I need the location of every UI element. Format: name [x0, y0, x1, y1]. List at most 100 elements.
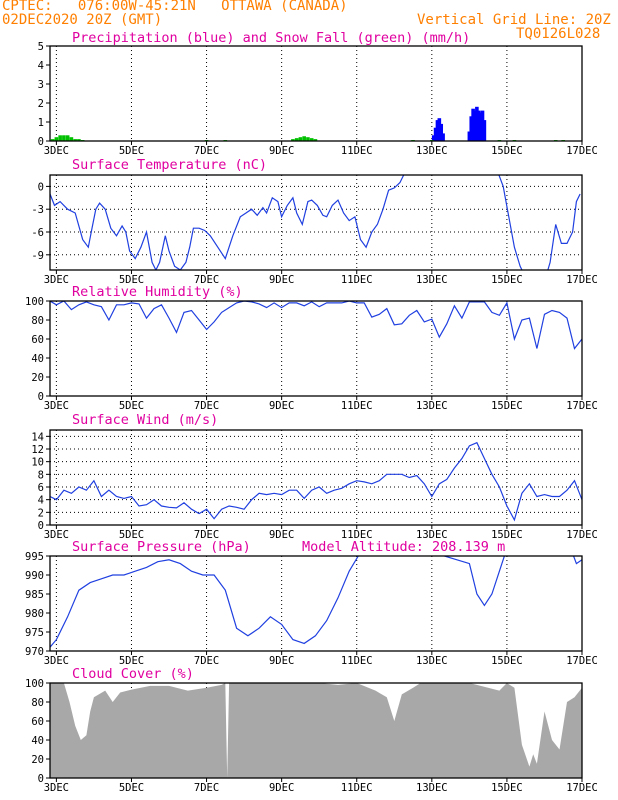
y-tick-label: 970: [25, 646, 44, 658]
y-tick-label: 3: [38, 79, 44, 91]
y-tick-label: 0: [38, 520, 44, 532]
x-tick-label: 9DEC: [269, 400, 294, 412]
x-tick-label: 3DEC: [44, 274, 69, 286]
y-tick-label: 5: [38, 41, 44, 53]
y-tick-label: 980: [25, 608, 44, 620]
plot-frame: [49, 174, 583, 271]
x-tick-label: 3DEC: [44, 529, 69, 541]
x-tick-label: 15DEC: [491, 529, 523, 541]
precip-bar: [435, 120, 440, 141]
precip-bar: [439, 123, 444, 141]
x-tick-label: 5DEC: [119, 655, 144, 667]
x-tick-label: 17DEC: [566, 655, 598, 667]
snow-bar: [294, 138, 299, 141]
y-tick-label: 60: [31, 716, 44, 728]
x-tick-label: 7DEC: [194, 400, 219, 412]
y-tick-label: 985: [25, 589, 44, 601]
x-tick-label: 15DEC: [491, 655, 523, 667]
cloud-panel: 0 20 40 60 80 100 3DEC 5DEC 7DEC 9DEC 11DEC 13DEC 15…: [25, 666, 598, 794]
x-tick-label: 5DEC: [119, 529, 144, 541]
plot-frame: [49, 555, 583, 652]
snow-bar: [58, 135, 62, 141]
y-tick-label: 12: [31, 444, 44, 456]
x-tick-label: 17DEC: [566, 400, 598, 412]
x-tick-label: 13DEC: [416, 400, 448, 412]
x-tick-label: 11DEC: [341, 529, 373, 541]
y-tick-label: 20: [31, 754, 44, 766]
y-tick-label: 6: [38, 482, 44, 494]
x-tick-label: 11DEC: [341, 655, 373, 667]
x-tick-label: 5DEC: [119, 400, 144, 412]
y-tick-label: 4: [38, 495, 44, 507]
x-tick-label: 7DEC: [194, 145, 219, 157]
wind-title: Surface Wind (m/s): [72, 412, 218, 428]
snow-bar: [313, 139, 318, 141]
y-tick-label: 2: [38, 98, 44, 110]
y-tick-label: 10: [31, 457, 44, 469]
x-tick-label: 9DEC: [269, 145, 294, 157]
snow-bar: [302, 136, 306, 141]
y-tick-label: 80: [31, 697, 44, 709]
precip-bar: [469, 116, 474, 141]
y-tick-label: 80: [31, 315, 44, 327]
snow-bar: [50, 139, 55, 141]
snow-bar: [298, 137, 303, 141]
x-tick-label: 5DEC: [119, 145, 144, 157]
cloud-title: Cloud Cover (%): [72, 666, 194, 682]
header-model-code: TQ0126L028: [516, 26, 601, 42]
snow-bar: [77, 139, 81, 141]
x-tick-label: 7DEC: [194, 655, 219, 667]
temperature-title: Surface Temperature (nC): [72, 157, 267, 173]
x-tick-label: 7DEC: [194, 782, 219, 794]
x-tick-label: 15DEC: [491, 400, 523, 412]
pressure-subtitle: Model Altitude: 208.139 m: [302, 539, 505, 555]
precip-bar: [478, 112, 483, 141]
x-tick-label: 15DEC: [491, 145, 523, 157]
x-tick-label: 17DEC: [566, 145, 598, 157]
x-tick-label: 11DEC: [341, 145, 373, 157]
cloud-area: [50, 683, 582, 778]
x-tick-label: 3DEC: [44, 145, 69, 157]
x-tick-label: 17DEC: [566, 529, 598, 541]
x-tick-label: 17DEC: [566, 274, 598, 286]
precip-bar: [467, 131, 472, 141]
x-tick-label: 5DEC: [119, 782, 144, 794]
x-tick-label: 13DEC: [416, 274, 448, 286]
x-tick-label: 9DEC: [269, 274, 294, 286]
precip-bar: [480, 110, 485, 141]
y-tick-label: 0: [38, 181, 44, 193]
y-tick-label: 100: [25, 296, 44, 308]
y-tick-label: -6: [31, 227, 44, 239]
x-tick-label: 13DEC: [416, 529, 448, 541]
x-tick-label: 13DEC: [416, 655, 448, 667]
precip-bar: [437, 118, 442, 141]
y-tick-label: 0: [38, 773, 44, 785]
pressure-line: [50, 556, 582, 648]
humidity-line: [50, 301, 582, 350]
y-tick-label: 995: [25, 551, 44, 563]
snow-bar: [309, 138, 314, 141]
wind-line: [50, 441, 582, 522]
y-tick-label: 8: [38, 469, 44, 481]
x-tick-label: 11DEC: [341, 274, 373, 286]
precip-bar: [475, 106, 479, 141]
y-tick-label: -3: [31, 204, 44, 216]
humidity-title: Relative Humidity (%): [72, 284, 243, 300]
x-tick-label: 7DEC: [194, 529, 219, 541]
y-tick-label: 4: [38, 60, 44, 72]
x-tick-label: 3DEC: [44, 655, 69, 667]
snow-bar: [65, 135, 70, 141]
snow-bar: [291, 139, 295, 141]
x-tick-label: 11DEC: [341, 782, 373, 794]
y-tick-label: 990: [25, 570, 44, 582]
plot-frame: [49, 300, 583, 397]
snow-bar: [62, 135, 66, 141]
y-tick-label: 975: [25, 627, 44, 639]
y-tick-label: 14: [31, 431, 44, 443]
precip-bar: [476, 110, 481, 141]
y-tick-label: 40: [31, 735, 44, 747]
precip-bar: [482, 120, 487, 141]
precip-bar: [471, 108, 475, 141]
humidity-panel: 0 20 40 60 80 100 3DEC 5DEC 7DEC 9DEC 11DEC 13DEC 15…: [25, 284, 598, 412]
